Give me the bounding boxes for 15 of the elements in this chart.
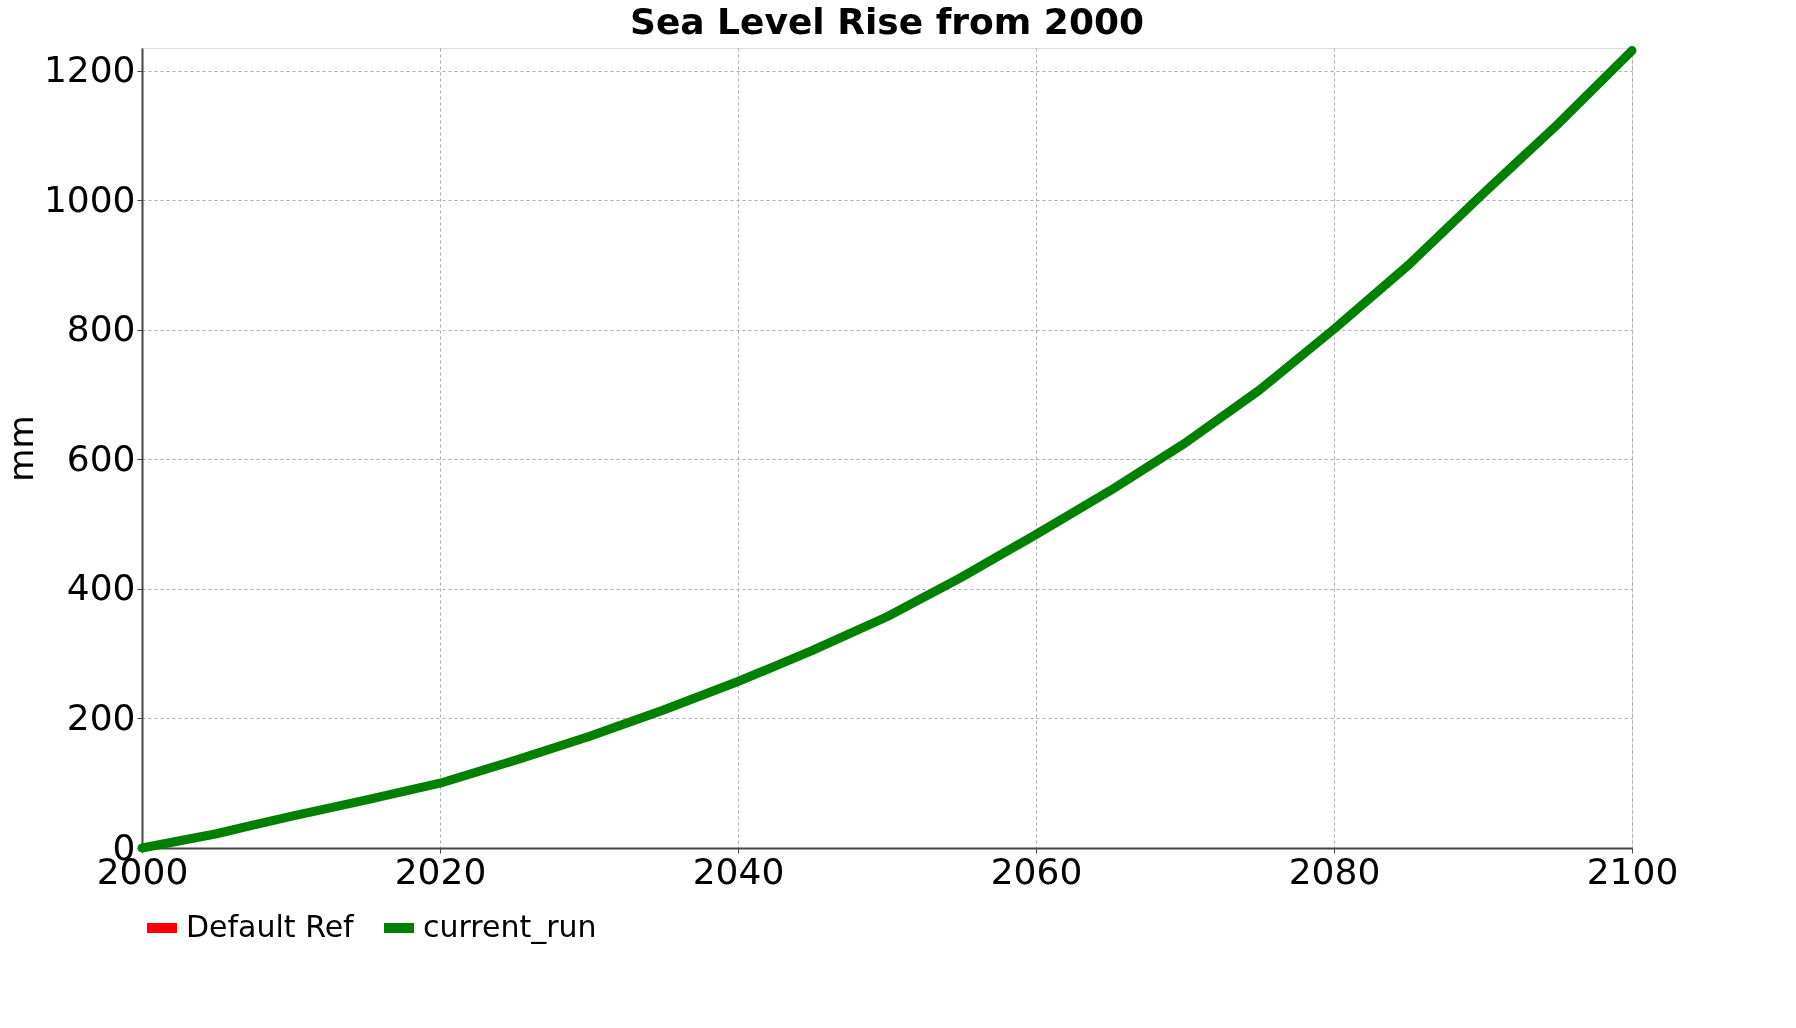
legend-label: Default Ref: [186, 909, 356, 944]
chart-title: Sea Level Rise from 2000: [629, 1, 1145, 43]
y-axis-title: mm: [0, 415, 41, 482]
y-tick-label: 1200: [43, 49, 136, 91]
x-tick-label: 2020: [394, 850, 487, 892]
legend-label: current_run: [423, 909, 597, 944]
y-tick-label: 400: [66, 567, 136, 609]
y-tick-label: 800: [66, 308, 136, 350]
x-tick-label: 2040: [692, 850, 785, 892]
x-tick-label: 2080: [1288, 850, 1381, 892]
y-tick-label: 200: [66, 696, 136, 738]
y-tick-label: 1000: [43, 178, 136, 220]
y-tick-label: 600: [66, 437, 136, 479]
x-tick-label: 2060: [990, 850, 1083, 892]
x-tick-label: 2100: [1586, 850, 1679, 892]
